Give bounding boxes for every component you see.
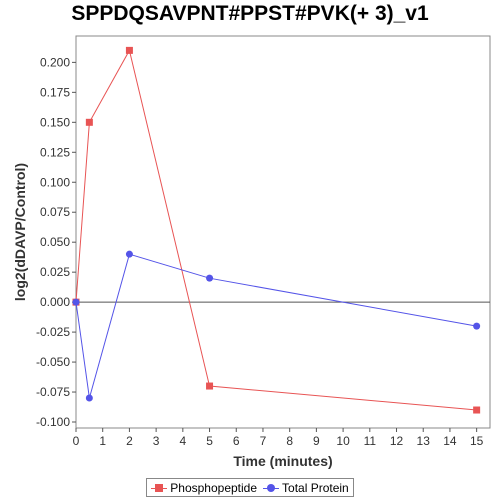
x-tick-label: 6 [233, 434, 240, 448]
y-tick-label: 0.125 [40, 145, 70, 159]
y-tick-label: 0.175 [40, 85, 70, 99]
x-tick-label: 15 [470, 434, 484, 448]
plot-area [75, 35, 491, 429]
total-protein-point [72, 298, 80, 306]
x-tick-label: 14 [443, 434, 457, 448]
y-tick-label: -0.075 [36, 385, 70, 399]
x-tick-label: 9 [313, 434, 320, 448]
total-protein-point [125, 250, 133, 258]
y-tick-label: -0.100 [36, 415, 70, 429]
legend-label-phosphopeptide: Phosphopeptide [170, 480, 258, 495]
x-tick-label: 5 [206, 434, 213, 448]
legend-item-phosphopeptide: Phosphopeptide [151, 481, 257, 495]
x-tick-label: 4 [179, 434, 186, 448]
y-tick-label: 0.075 [40, 205, 70, 219]
phosphopeptide-swatch-icon [151, 483, 168, 493]
x-tick-label: 10 [336, 434, 350, 448]
phosphopeptide-point [206, 382, 214, 390]
total-protein-swatch-icon [263, 483, 280, 493]
x-tick-label: 12 [390, 434, 404, 448]
y-tick-label: 0.025 [40, 265, 70, 279]
y-tick-label: 0.200 [40, 55, 70, 69]
phosphopeptide-point [125, 46, 133, 54]
total-protein-point [85, 394, 93, 402]
x-tick-label: 8 [286, 434, 293, 448]
phosphopeptide-point [473, 406, 481, 414]
x-tick-label: 3 [153, 434, 160, 448]
x-tick-label: 7 [260, 434, 267, 448]
x-tick-label: 2 [126, 434, 133, 448]
x-tick-label: 0 [73, 434, 80, 448]
phosphopeptide-point [85, 118, 93, 126]
y-tick-label: 0.000 [40, 295, 70, 309]
x-tick-label: 11 [364, 434, 377, 448]
chart-legend: Phosphopeptide Total Protein [146, 478, 354, 497]
y-axis-label: log2(dDAVP/Control) [12, 163, 28, 301]
y-tick-label: -0.050 [36, 355, 70, 369]
x-axis-label: Time (minutes) [233, 453, 332, 469]
y-tick-label: 0.050 [40, 235, 70, 249]
y-tick-label: 0.100 [40, 175, 70, 189]
total-protein-point [206, 274, 214, 282]
chart-title: SPPDQSAVPNT#PPST#PVK(+ 3)_v1 [71, 2, 429, 25]
legend-item-total-protein: Total Protein [263, 481, 349, 495]
legend-label-total-protein: Total Protein [282, 480, 349, 495]
x-tick-label: 13 [417, 434, 431, 448]
y-tick-label: -0.025 [36, 325, 70, 339]
y-tick-label: 0.150 [40, 115, 70, 129]
x-tick-label: 1 [99, 434, 106, 448]
total-protein-point [473, 322, 481, 330]
